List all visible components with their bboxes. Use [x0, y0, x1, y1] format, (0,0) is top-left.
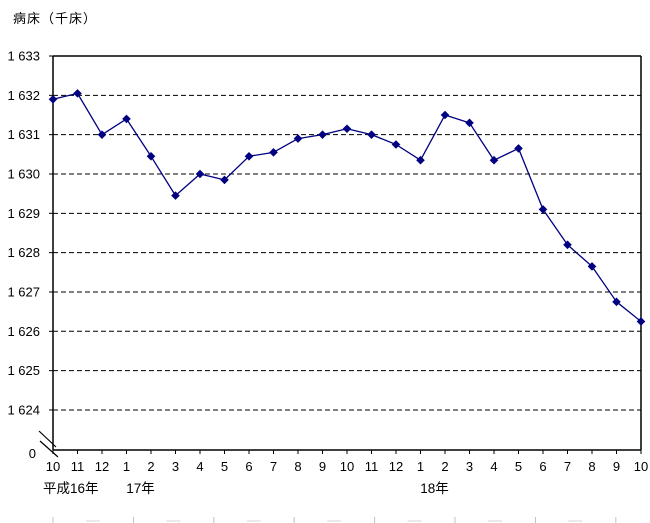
y-tick-label: 1 628: [7, 245, 40, 260]
data-point-marker: [587, 262, 597, 271]
data-point-marker: [440, 110, 450, 120]
y-origin-label: 0: [29, 446, 36, 461]
x-tick-label: 1: [417, 459, 424, 474]
data-point-marker: [391, 140, 401, 149]
y-tick-label: 1 630: [7, 166, 40, 181]
x-tick-label: 7: [270, 459, 277, 474]
x-tick-label: 8: [588, 459, 595, 474]
data-point-marker: [171, 191, 180, 200]
data-point-marker: [48, 94, 58, 104]
x-tick-label: 6: [539, 459, 546, 474]
x-tick-label: 2: [441, 459, 448, 474]
x-year-label: 平成16年: [43, 481, 99, 496]
y-tick-label: 1 624: [7, 402, 40, 417]
data-point-marker: [489, 155, 499, 165]
data-point-marker: [146, 151, 156, 161]
data-point-marker: [563, 240, 572, 250]
data-point-marker: [97, 130, 107, 139]
data-point-marker: [367, 130, 376, 139]
data-point-marker: [293, 134, 303, 143]
x-tick-label: 7: [564, 459, 571, 474]
y-tick-label: 1 627: [7, 284, 40, 299]
data-point-marker: [318, 130, 327, 139]
x-tick-label: 6: [245, 459, 252, 474]
x-tick-label: 12: [389, 459, 403, 474]
x-tick-label: 5: [515, 459, 522, 474]
x-tick-label: 3: [466, 459, 473, 474]
data-point-marker: [416, 155, 425, 165]
data-point-marker: [342, 124, 352, 134]
data-point-marker: [269, 148, 278, 157]
data-point-marker: [195, 169, 205, 179]
x-tick-label: 9: [319, 459, 326, 474]
data-point-marker: [514, 144, 523, 153]
x-tick-label: 9: [613, 459, 620, 474]
x-year-label: 18年: [420, 481, 449, 496]
data-point-marker: [244, 151, 254, 161]
axis-break-mark: [38, 430, 57, 448]
y-tick-label: 1 625: [7, 363, 40, 378]
x-tick-label: 12: [95, 459, 109, 474]
y-tick-label: 1 629: [7, 206, 40, 221]
x-tick-label: 5: [221, 459, 228, 474]
x-tick-label: 10: [46, 459, 60, 474]
x-tick-label: 8: [294, 459, 301, 474]
x-tick-label: 11: [71, 459, 85, 474]
data-point-marker: [73, 89, 82, 98]
data-point-marker: [612, 297, 621, 307]
chart-title: 病床（千床）: [13, 11, 98, 26]
x-tick-label: 3: [172, 459, 179, 474]
y-tick-label: 1 633: [7, 49, 40, 64]
data-point-marker: [122, 114, 131, 124]
y-tick-label: 1 632: [7, 88, 40, 103]
y-tick-label: 1 626: [7, 324, 40, 339]
x-tick-label: 10: [340, 459, 354, 474]
x-tick-label: 4: [490, 459, 497, 474]
data-point-marker: [538, 205, 548, 214]
x-year-label: 17年: [126, 481, 155, 496]
x-tick-label: 10: [634, 459, 648, 474]
data-point-marker: [636, 317, 646, 326]
x-tick-label: 11: [365, 459, 379, 474]
axis-break-mark: [39, 440, 59, 458]
y-tick-label: 1 631: [7, 127, 40, 142]
x-tick-label: 1: [123, 459, 130, 474]
data-point-marker: [220, 175, 229, 185]
data-point-marker: [465, 118, 474, 128]
x-tick-label: 4: [196, 459, 203, 474]
x-tick-label: 2: [147, 459, 154, 474]
